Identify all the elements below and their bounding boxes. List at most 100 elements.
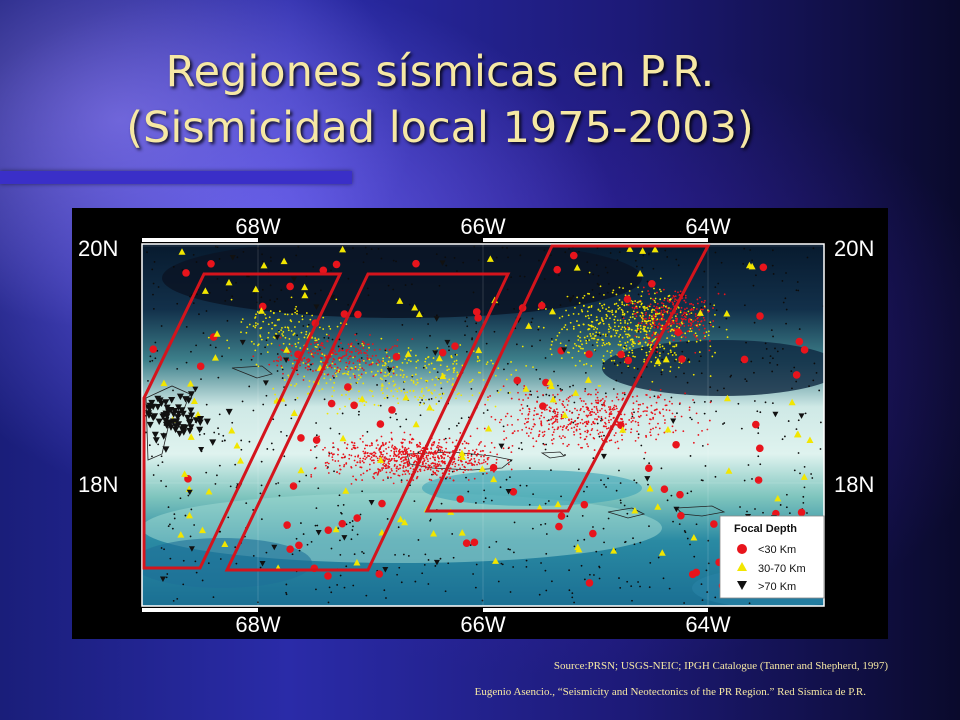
- intermediate-event-dot: [555, 338, 557, 341]
- deep-event-dot: [573, 401, 576, 404]
- shallow-event-dot: [432, 470, 435, 473]
- deep-event-dot: [314, 445, 316, 448]
- shallow-event-dot: [552, 417, 555, 420]
- intermediate-event-marker: [194, 411, 202, 418]
- deep-event-dot: [386, 396, 389, 399]
- shallow-event-dot: [536, 401, 539, 403]
- deep-event-dot: [752, 284, 755, 287]
- deep-event-dot: [513, 521, 516, 524]
- intermediate-event-dot: [643, 358, 646, 361]
- deep-event-dot: [305, 275, 308, 278]
- shallow-event-dot: [594, 418, 596, 420]
- shallow-event-dot: [528, 427, 531, 430]
- deep-event-marker: [187, 407, 195, 414]
- shallow-event-dot: [660, 309, 663, 312]
- shallow-event-dot: [444, 453, 447, 456]
- intermediate-event-dot: [651, 321, 654, 324]
- shallow-event-dot: [610, 418, 612, 421]
- deep-event-dot: [190, 508, 193, 511]
- deep-event-dot: [639, 541, 642, 544]
- shallow-event-dot: [326, 373, 329, 376]
- shallow-event-dot: [679, 290, 682, 293]
- deep-event-marker: [382, 567, 389, 573]
- shallow-event-marker: [353, 514, 361, 522]
- legend-intermediate-triangle-icon: [737, 562, 747, 571]
- intermediate-event-dot: [401, 361, 404, 364]
- shallow-event-dot: [359, 344, 362, 347]
- deep-event-dot: [784, 297, 787, 300]
- shallow-event-dot: [578, 413, 580, 416]
- shallow-event-dot: [540, 414, 543, 417]
- intermediate-event-dot: [633, 366, 636, 369]
- shallow-event-dot: [436, 450, 439, 453]
- deep-event-dot: [632, 537, 634, 540]
- deep-event-marker: [313, 304, 320, 310]
- shallow-event-dot: [480, 440, 482, 443]
- deep-event-dot: [743, 304, 746, 307]
- intermediate-event-marker: [651, 245, 659, 253]
- deep-event-dot: [295, 537, 298, 540]
- shallow-event-dot: [466, 454, 469, 457]
- intermediate-event-dot: [641, 320, 644, 323]
- shallow-event-dot: [674, 415, 676, 418]
- shallow-event-dot: [470, 455, 473, 457]
- shallow-event-dot: [335, 353, 338, 356]
- intermediate-event-dot: [357, 368, 360, 371]
- shallow-event-dot: [616, 440, 619, 443]
- deep-event-dot: [259, 566, 262, 569]
- shallow-event-dot: [562, 442, 565, 445]
- deep-event-dot: [169, 557, 172, 560]
- deep-event-dot: [168, 523, 171, 526]
- deep-event-dot: [500, 562, 503, 565]
- shallow-event-dot: [663, 299, 666, 302]
- shallow-event-dot: [401, 445, 404, 448]
- intermediate-event-dot: [271, 321, 274, 324]
- shallow-event-dot: [330, 452, 333, 455]
- intermediate-event-dot: [420, 377, 423, 380]
- intermediate-event-dot: [593, 349, 596, 351]
- deep-event-dot: [666, 256, 669, 258]
- focal-depth-legend: Focal Depth <30 Km 30-70 Km >70 Km: [719, 515, 825, 599]
- intermediate-event-dot: [639, 342, 641, 345]
- shallow-event-dot: [350, 482, 353, 485]
- shallow-event-marker: [672, 440, 680, 449]
- deep-event-dot: [398, 566, 401, 569]
- deep-event-dot: [205, 310, 208, 312]
- shallow-event-marker: [617, 350, 625, 359]
- intermediate-event-dot: [383, 397, 386, 400]
- shallow-event-dot: [317, 352, 319, 355]
- shallow-event-dot: [681, 332, 684, 334]
- shallow-event-dot: [345, 361, 348, 364]
- shallow-event-dot: [617, 398, 620, 401]
- intermediate-event-dot: [592, 333, 594, 335]
- shallow-event-dot: [445, 441, 448, 444]
- intermediate-event-dot: [568, 351, 570, 354]
- shallow-event-dot: [630, 421, 633, 423]
- legend-shallow-circle-icon: [737, 544, 747, 554]
- shallow-event-dot: [434, 459, 437, 462]
- intermediate-event-dot: [585, 339, 588, 342]
- deep-event-dot: [154, 341, 157, 344]
- intermediate-event-dot: [455, 353, 458, 356]
- deep-event-dot: [797, 452, 800, 454]
- deep-event-dot: [603, 434, 605, 437]
- shallow-event-dot: [462, 471, 465, 474]
- intermediate-event-dot: [430, 391, 433, 394]
- shallow-event-dot: [591, 427, 594, 430]
- shallow-event-dot: [381, 468, 384, 471]
- shallow-event-dot: [692, 308, 695, 311]
- intermediate-event-dot: [602, 342, 605, 344]
- shallow-event-dot: [639, 403, 642, 406]
- shallow-event-dot: [495, 458, 498, 461]
- shallow-event-dot: [350, 350, 353, 353]
- shallow-event-dot: [455, 439, 458, 442]
- deep-event-dot: [606, 291, 609, 294]
- deep-event-dot: [660, 371, 663, 374]
- intermediate-event-dot: [344, 405, 346, 408]
- intermediate-event-dot: [623, 304, 626, 307]
- deep-event-dot: [637, 581, 639, 583]
- shallow-event-dot: [632, 408, 635, 411]
- intermediate-event-dot: [417, 359, 419, 362]
- shallow-event-dot: [581, 418, 583, 421]
- deep-event-dot: [341, 412, 344, 415]
